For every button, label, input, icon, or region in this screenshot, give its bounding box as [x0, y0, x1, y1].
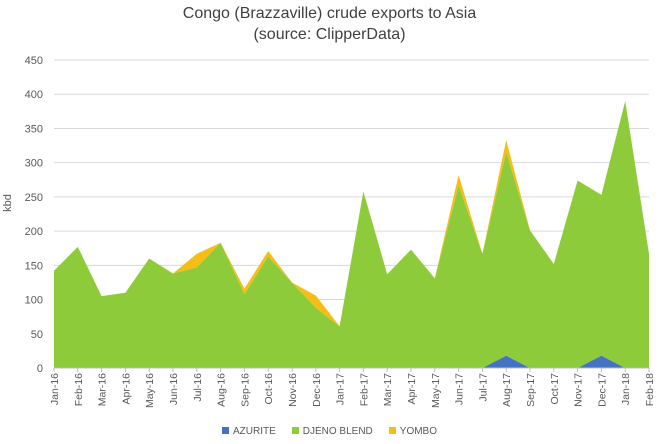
x-tick-label: Nov-16	[287, 373, 299, 407]
x-tick-label: Mar-16	[97, 373, 109, 406]
x-axis	[53, 367, 650, 372]
series-areas	[54, 101, 649, 369]
title-line: Congo (Brazzaville) crude exports to Asi…	[182, 5, 477, 22]
x-tick-label: Oct-16	[263, 373, 275, 405]
x-tick-label: Jul-17	[477, 373, 489, 402]
x-tick-label: Sep-16	[239, 373, 251, 407]
y-tick-label: 450	[25, 55, 43, 67]
legend: AZURITE DJENO BLEND YOMBO	[0, 426, 659, 437]
y-tick-label: 0	[37, 363, 43, 375]
x-tick-label: Mar-17	[382, 373, 394, 406]
legend-label: AZURITE	[232, 426, 276, 437]
chart-title: Congo (Brazzaville) crude exports to Asi…	[0, 3, 659, 45]
x-tick-label: Oct-17	[549, 373, 561, 405]
y-tick-label: 300	[25, 158, 43, 170]
legend-item-djeno-blend: DJENO BLEND	[291, 426, 373, 437]
legend-item-yombo: YOMBO	[388, 426, 438, 437]
y-tick-label: 350	[25, 123, 43, 135]
y-tick-label: 250	[25, 192, 43, 204]
legend-label: YOMBO	[399, 426, 438, 437]
x-tick-label: Feb-17	[358, 373, 370, 406]
y-tick-labels: 0 50 100 150 200 250 300 350 400 450	[25, 55, 43, 375]
x-tick-label: Jan-16	[49, 373, 61, 405]
x-tick-label: Feb-16	[73, 373, 85, 406]
x-tick-label: Jan-18	[620, 373, 632, 405]
x-tick-label: Jun-16	[168, 373, 180, 405]
x-tick-label: Jan-17	[335, 373, 347, 405]
legend-swatch	[221, 427, 229, 434]
subtitle-line: (source: ClipperData)	[253, 26, 406, 43]
x-tick-label: Apr-17	[406, 373, 418, 405]
legend-swatch	[291, 427, 299, 434]
x-tick-label: Jun-17	[454, 373, 466, 405]
series-area-azurite	[54, 355, 649, 368]
x-tick-label: May-16	[144, 373, 156, 408]
x-tick-label: Jul-16	[192, 373, 204, 402]
y-tick-label: 200	[25, 226, 43, 238]
y-tick-label: 100	[25, 295, 43, 307]
series-area-djeno-blend	[54, 101, 649, 369]
x-tick-label: Sep-17	[525, 373, 537, 407]
legend-swatch	[388, 427, 396, 434]
legend-label: DJENO BLEND	[302, 426, 373, 437]
x-tick-label: Nov-17	[573, 373, 585, 407]
y-tick-label: 50	[31, 329, 43, 341]
x-tick-label: Aug-17	[501, 373, 513, 407]
x-tick-label: Apr-16	[120, 373, 132, 405]
x-tick-label: Feb-18	[644, 373, 656, 406]
y-tick-label: 400	[25, 89, 43, 101]
x-tick-label: Dec-16	[311, 373, 323, 407]
x-tick-labels: Jan-16 Feb-16 Mar-16 Apr-16 May-16 Jun-16 Jul-…	[49, 373, 656, 408]
y-tick-label: 150	[25, 260, 43, 272]
x-tick-label: May-17	[430, 373, 442, 408]
x-tick-label: Aug-16	[216, 373, 228, 407]
x-tick-label: Dec-17	[596, 373, 608, 407]
legend-item-azurite: AZURITE	[221, 426, 276, 437]
